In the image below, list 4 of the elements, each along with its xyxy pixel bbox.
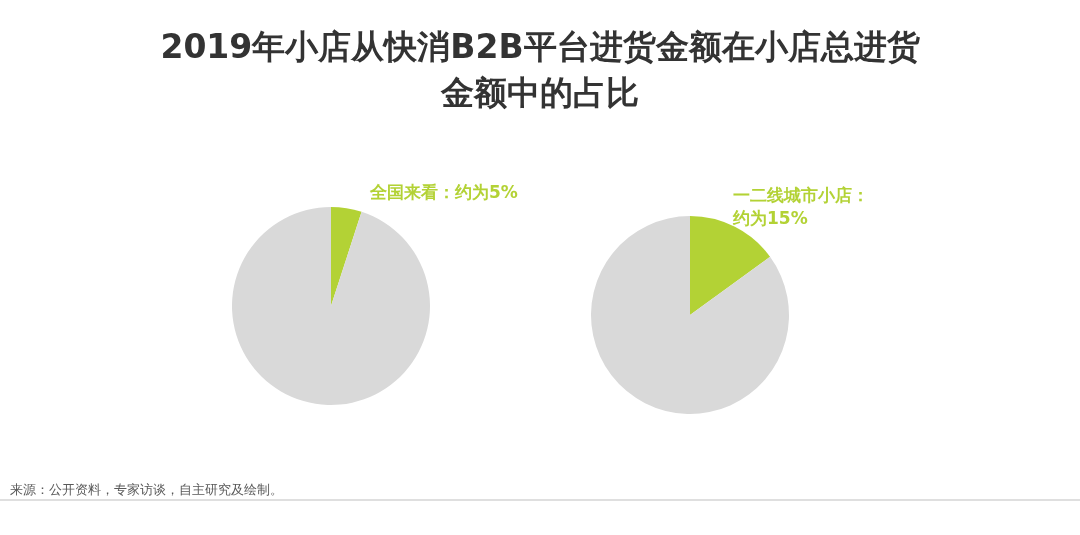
chart-title: 2019年小店从快消B2B平台进货金额在小店总进货金额中的占比 (160, 27, 920, 112)
slice-label: 全国来看：约为5% (369, 182, 518, 202)
source-note: 来源：公开资料，专家访谈，自主研究及绘制。 (10, 482, 283, 497)
slice-label: 一二线城市小店：约为15% (732, 185, 869, 228)
